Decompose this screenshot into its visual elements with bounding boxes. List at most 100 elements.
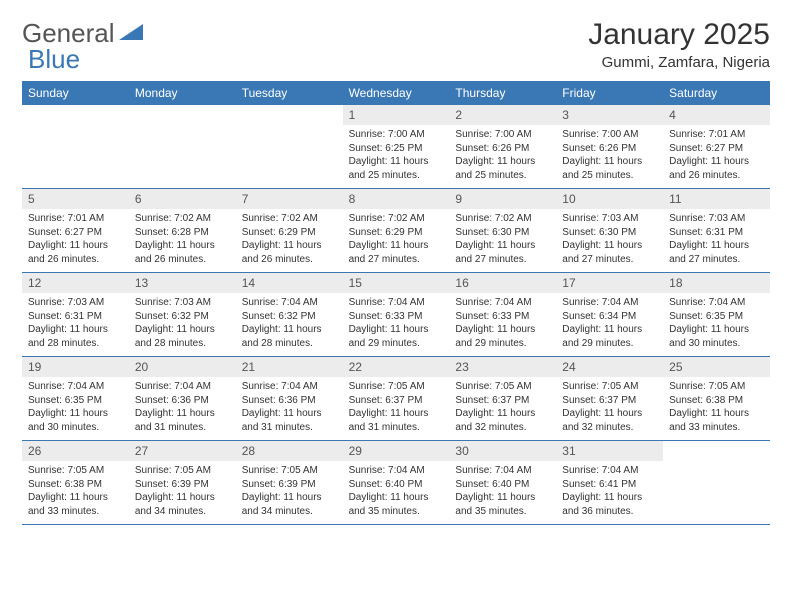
week-row: 26Sunrise: 7:05 AMSunset: 6:38 PMDayligh… <box>22 441 770 525</box>
day-number: 12 <box>22 273 129 293</box>
day-details: Sunrise: 7:04 AMSunset: 6:34 PMDaylight:… <box>556 293 663 356</box>
day-number: 10 <box>556 189 663 209</box>
day-details: Sunrise: 7:04 AMSunset: 6:33 PMDaylight:… <box>449 293 556 356</box>
day-cell: 20Sunrise: 7:04 AMSunset: 6:36 PMDayligh… <box>129 357 236 440</box>
day-details: Sunrise: 7:02 AMSunset: 6:29 PMDaylight:… <box>343 209 450 272</box>
day-number: 22 <box>343 357 450 377</box>
day-number: 25 <box>663 357 770 377</box>
day-details: Sunrise: 7:00 AMSunset: 6:26 PMDaylight:… <box>449 125 556 188</box>
day-details: Sunrise: 7:04 AMSunset: 6:33 PMDaylight:… <box>343 293 450 356</box>
weekday-thu: Thursday <box>449 81 556 105</box>
day-details: Sunrise: 7:04 AMSunset: 6:36 PMDaylight:… <box>236 377 343 440</box>
day-details: Sunrise: 7:03 AMSunset: 6:31 PMDaylight:… <box>22 293 129 356</box>
day-number: 31 <box>556 441 663 461</box>
calendar-header: Sunday Monday Tuesday Wednesday Thursday… <box>22 81 770 105</box>
day-details: Sunrise: 7:01 AMSunset: 6:27 PMDaylight:… <box>22 209 129 272</box>
day-cell: 3Sunrise: 7:00 AMSunset: 6:26 PMDaylight… <box>556 105 663 188</box>
day-details: Sunrise: 7:05 AMSunset: 6:37 PMDaylight:… <box>556 377 663 440</box>
day-cell: 1Sunrise: 7:00 AMSunset: 6:25 PMDaylight… <box>343 105 450 188</box>
day-details: Sunrise: 7:03 AMSunset: 6:31 PMDaylight:… <box>663 209 770 272</box>
day-number: 24 <box>556 357 663 377</box>
day-cell: 12Sunrise: 7:03 AMSunset: 6:31 PMDayligh… <box>22 273 129 356</box>
day-cell: 18Sunrise: 7:04 AMSunset: 6:35 PMDayligh… <box>663 273 770 356</box>
location: Gummi, Zamfara, Nigeria <box>588 54 770 71</box>
weekday-fri: Friday <box>556 81 663 105</box>
day-details: Sunrise: 7:05 AMSunset: 6:38 PMDaylight:… <box>663 377 770 440</box>
day-cell: 29Sunrise: 7:04 AMSunset: 6:40 PMDayligh… <box>343 441 450 524</box>
day-cell <box>22 105 129 188</box>
day-details: Sunrise: 7:05 AMSunset: 6:39 PMDaylight:… <box>236 461 343 524</box>
day-number: 23 <box>449 357 556 377</box>
day-cell: 23Sunrise: 7:05 AMSunset: 6:37 PMDayligh… <box>449 357 556 440</box>
day-cell: 7Sunrise: 7:02 AMSunset: 6:29 PMDaylight… <box>236 189 343 272</box>
day-cell <box>663 441 770 524</box>
day-number: 29 <box>343 441 450 461</box>
day-details: Sunrise: 7:05 AMSunset: 6:39 PMDaylight:… <box>129 461 236 524</box>
day-cell <box>236 105 343 188</box>
day-cell: 19Sunrise: 7:04 AMSunset: 6:35 PMDayligh… <box>22 357 129 440</box>
day-number: 16 <box>449 273 556 293</box>
weekday-sat: Saturday <box>663 81 770 105</box>
day-cell: 24Sunrise: 7:05 AMSunset: 6:37 PMDayligh… <box>556 357 663 440</box>
day-cell: 10Sunrise: 7:03 AMSunset: 6:30 PMDayligh… <box>556 189 663 272</box>
day-details: Sunrise: 7:03 AMSunset: 6:32 PMDaylight:… <box>129 293 236 356</box>
day-details: Sunrise: 7:04 AMSunset: 6:35 PMDaylight:… <box>22 377 129 440</box>
day-number <box>663 441 770 461</box>
day-cell: 31Sunrise: 7:04 AMSunset: 6:41 PMDayligh… <box>556 441 663 524</box>
logo-word2: Blue <box>28 44 80 75</box>
day-cell <box>129 105 236 188</box>
day-cell: 6Sunrise: 7:02 AMSunset: 6:28 PMDaylight… <box>129 189 236 272</box>
month-title: January 2025 <box>588 18 770 52</box>
day-number: 9 <box>449 189 556 209</box>
day-number <box>129 105 236 125</box>
day-cell: 26Sunrise: 7:05 AMSunset: 6:38 PMDayligh… <box>22 441 129 524</box>
day-number: 2 <box>449 105 556 125</box>
day-details: Sunrise: 7:04 AMSunset: 6:36 PMDaylight:… <box>129 377 236 440</box>
day-number: 28 <box>236 441 343 461</box>
day-cell: 13Sunrise: 7:03 AMSunset: 6:32 PMDayligh… <box>129 273 236 356</box>
title-block: January 2025 Gummi, Zamfara, Nigeria <box>588 18 770 71</box>
day-details: Sunrise: 7:04 AMSunset: 6:32 PMDaylight:… <box>236 293 343 356</box>
day-cell: 22Sunrise: 7:05 AMSunset: 6:37 PMDayligh… <box>343 357 450 440</box>
day-details: Sunrise: 7:02 AMSunset: 6:29 PMDaylight:… <box>236 209 343 272</box>
day-details: Sunrise: 7:04 AMSunset: 6:40 PMDaylight:… <box>343 461 450 524</box>
day-cell: 14Sunrise: 7:04 AMSunset: 6:32 PMDayligh… <box>236 273 343 356</box>
day-details: Sunrise: 7:02 AMSunset: 6:28 PMDaylight:… <box>129 209 236 272</box>
day-details: Sunrise: 7:03 AMSunset: 6:30 PMDaylight:… <box>556 209 663 272</box>
day-cell: 11Sunrise: 7:03 AMSunset: 6:31 PMDayligh… <box>663 189 770 272</box>
day-number <box>22 105 129 125</box>
day-details: Sunrise: 7:01 AMSunset: 6:27 PMDaylight:… <box>663 125 770 188</box>
day-cell: 16Sunrise: 7:04 AMSunset: 6:33 PMDayligh… <box>449 273 556 356</box>
day-number: 1 <box>343 105 450 125</box>
day-number: 21 <box>236 357 343 377</box>
day-details: Sunrise: 7:05 AMSunset: 6:37 PMDaylight:… <box>343 377 450 440</box>
weekday-sun: Sunday <box>22 81 129 105</box>
day-details: Sunrise: 7:04 AMSunset: 6:41 PMDaylight:… <box>556 461 663 524</box>
day-cell: 5Sunrise: 7:01 AMSunset: 6:27 PMDaylight… <box>22 189 129 272</box>
day-number: 5 <box>22 189 129 209</box>
day-number: 26 <box>22 441 129 461</box>
day-number: 7 <box>236 189 343 209</box>
day-number: 11 <box>663 189 770 209</box>
day-cell: 15Sunrise: 7:04 AMSunset: 6:33 PMDayligh… <box>343 273 450 356</box>
day-number: 14 <box>236 273 343 293</box>
day-number: 3 <box>556 105 663 125</box>
day-details: Sunrise: 7:04 AMSunset: 6:35 PMDaylight:… <box>663 293 770 356</box>
day-cell: 9Sunrise: 7:02 AMSunset: 6:30 PMDaylight… <box>449 189 556 272</box>
day-cell: 27Sunrise: 7:05 AMSunset: 6:39 PMDayligh… <box>129 441 236 524</box>
day-number <box>236 105 343 125</box>
day-number: 13 <box>129 273 236 293</box>
day-cell: 21Sunrise: 7:04 AMSunset: 6:36 PMDayligh… <box>236 357 343 440</box>
day-details: Sunrise: 7:05 AMSunset: 6:38 PMDaylight:… <box>22 461 129 524</box>
day-number: 18 <box>663 273 770 293</box>
day-number: 4 <box>663 105 770 125</box>
week-row: 12Sunrise: 7:03 AMSunset: 6:31 PMDayligh… <box>22 273 770 357</box>
day-cell: 4Sunrise: 7:01 AMSunset: 6:27 PMDaylight… <box>663 105 770 188</box>
day-details: Sunrise: 7:05 AMSunset: 6:37 PMDaylight:… <box>449 377 556 440</box>
day-details: Sunrise: 7:04 AMSunset: 6:40 PMDaylight:… <box>449 461 556 524</box>
weekday-tue: Tuesday <box>236 81 343 105</box>
week-row: 1Sunrise: 7:00 AMSunset: 6:25 PMDaylight… <box>22 105 770 189</box>
day-details: Sunrise: 7:00 AMSunset: 6:26 PMDaylight:… <box>556 125 663 188</box>
weekday-mon: Monday <box>129 81 236 105</box>
day-cell: 25Sunrise: 7:05 AMSunset: 6:38 PMDayligh… <box>663 357 770 440</box>
